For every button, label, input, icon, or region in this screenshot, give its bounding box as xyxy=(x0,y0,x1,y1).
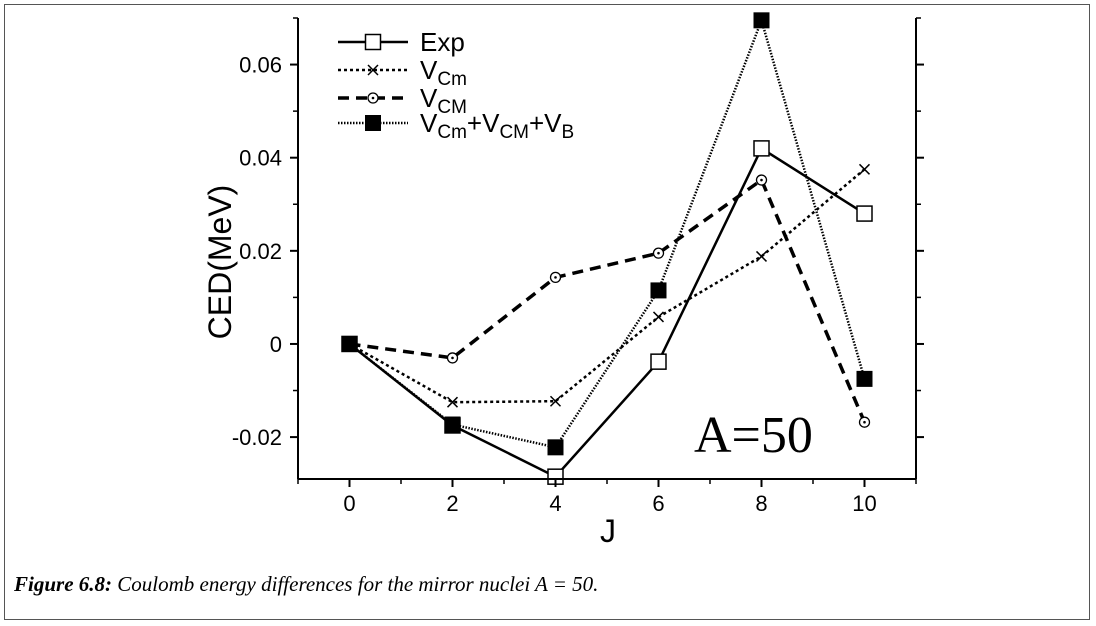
legend-label: VCm xyxy=(420,55,467,90)
x-tick-label: 8 xyxy=(755,491,767,516)
legend-item-vcm_big: VCM xyxy=(338,83,467,118)
y-tick-label: 0.04 xyxy=(239,146,282,171)
data-point-exp xyxy=(856,205,873,222)
data-point-vcm_big xyxy=(446,352,459,364)
plot-area xyxy=(298,18,916,479)
y-tick-label: -0.02 xyxy=(232,425,282,450)
figure-caption: Figure 6.8: Coulomb energy differences f… xyxy=(14,572,598,597)
data-point-vcm_small xyxy=(652,311,665,323)
data-point-vcm_big xyxy=(549,271,562,284)
annotation-label: A=50 xyxy=(694,407,813,464)
legend-marker xyxy=(365,115,381,131)
series-vcm_small xyxy=(348,168,866,404)
legend-item-exp: Exp xyxy=(338,27,465,57)
data-point-vsum xyxy=(856,370,873,387)
x-axis-title: J xyxy=(600,513,616,549)
data-point-vcm_small xyxy=(549,395,562,407)
legend-item-vcm_small: VCm xyxy=(338,55,467,90)
legend-label: VCM xyxy=(420,83,467,118)
series-line-vcm_small xyxy=(348,168,866,404)
data-point-vcm_big xyxy=(652,247,665,259)
series-vsum xyxy=(348,16,866,449)
legend-marker xyxy=(367,64,379,76)
legend-marker xyxy=(364,33,382,51)
data-point-vsum xyxy=(547,439,564,456)
y-axis-title: CED(MeV) xyxy=(202,185,238,340)
x-tick-label: 10 xyxy=(852,491,876,516)
data-point-vsum xyxy=(341,335,358,352)
legend-marker xyxy=(367,92,379,104)
data-point-vcm_big xyxy=(858,416,871,428)
y-tick-label: 0.02 xyxy=(239,239,282,264)
data-point-vsum xyxy=(753,12,770,29)
x-tick-label: 6 xyxy=(652,491,664,516)
data-point-vcm_small xyxy=(446,396,459,408)
data-point-exp xyxy=(753,140,770,157)
y-tick-label: 0.06 xyxy=(239,53,282,78)
caption-text: Coulomb energy differences for the mirro… xyxy=(112,572,599,596)
y-tick-label: 0 xyxy=(270,332,282,357)
series-vcm_big xyxy=(349,177,867,423)
data-point-vcm_small xyxy=(755,250,768,262)
data-point-exp xyxy=(650,353,667,370)
caption-label: Figure 6.8: xyxy=(14,572,113,596)
series-markers-vsum xyxy=(341,12,873,456)
series-line-vcm_big xyxy=(349,177,867,423)
legend-label: VCm+VCM+VB xyxy=(420,108,574,143)
data-point-vsum xyxy=(444,416,461,433)
data-point-vcm_small xyxy=(858,163,871,175)
x-tick-label: 0 xyxy=(343,491,355,516)
data-point-vsum xyxy=(650,282,667,299)
x-tick-label: 2 xyxy=(446,491,458,516)
legend-item-vsum: VCm+VCM+VB xyxy=(338,108,574,143)
series-line-vsum xyxy=(348,16,866,449)
x-tick-label: 4 xyxy=(549,491,561,516)
legend-label: Exp xyxy=(420,27,465,57)
data-point-vcm_big xyxy=(755,174,768,186)
